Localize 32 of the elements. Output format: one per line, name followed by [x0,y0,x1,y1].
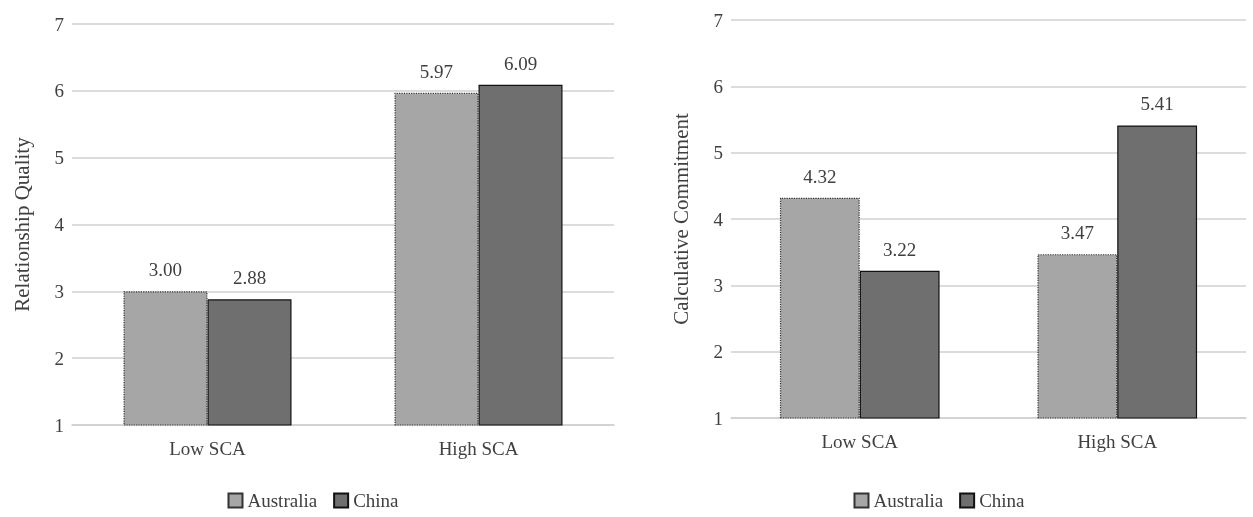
data-label: 4.32 [803,165,837,187]
y-tick-label: 6 [54,80,64,102]
y-axis-title: Calculative Commitment [668,112,693,325]
y-tick-label: 4 [713,208,724,230]
y-tick-label: 3 [54,280,64,302]
data-label: 3.47 [1060,222,1094,244]
data-label: 3.22 [883,238,917,260]
legend-label: China [353,490,400,511]
x-tick-label: Low SCA [169,438,247,459]
x-tick-label: Low SCA [821,431,899,452]
legend-label: China [979,490,1026,511]
y-tick-label: 5 [713,142,723,164]
y-tick-label: 2 [713,341,723,363]
data-label: 6.09 [503,52,538,74]
data-label: 2.88 [232,267,267,289]
y-tick-label: 1 [54,414,64,436]
y-tick-label: 6 [713,75,723,97]
y-tick-label: 7 [713,9,723,31]
data-label: 5.41 [1140,93,1174,115]
legend-label: Australia [247,490,318,511]
data-label: 3.00 [148,259,183,281]
data-label: 5.97 [419,60,454,82]
y-tick-label: 1 [713,407,723,429]
y-axis-title: Relationship Quality [9,136,34,312]
x-tick-label: High SCA [438,438,519,459]
x-tick-label: High SCA [1077,431,1158,452]
y-tick-label: 2 [54,347,64,369]
y-tick-label: 3 [713,274,723,296]
y-tick-label: 5 [54,147,64,169]
y-tick-label: 4 [54,214,65,235]
y-tick-label: 7 [54,13,64,35]
legend-label: Australia [873,490,944,511]
